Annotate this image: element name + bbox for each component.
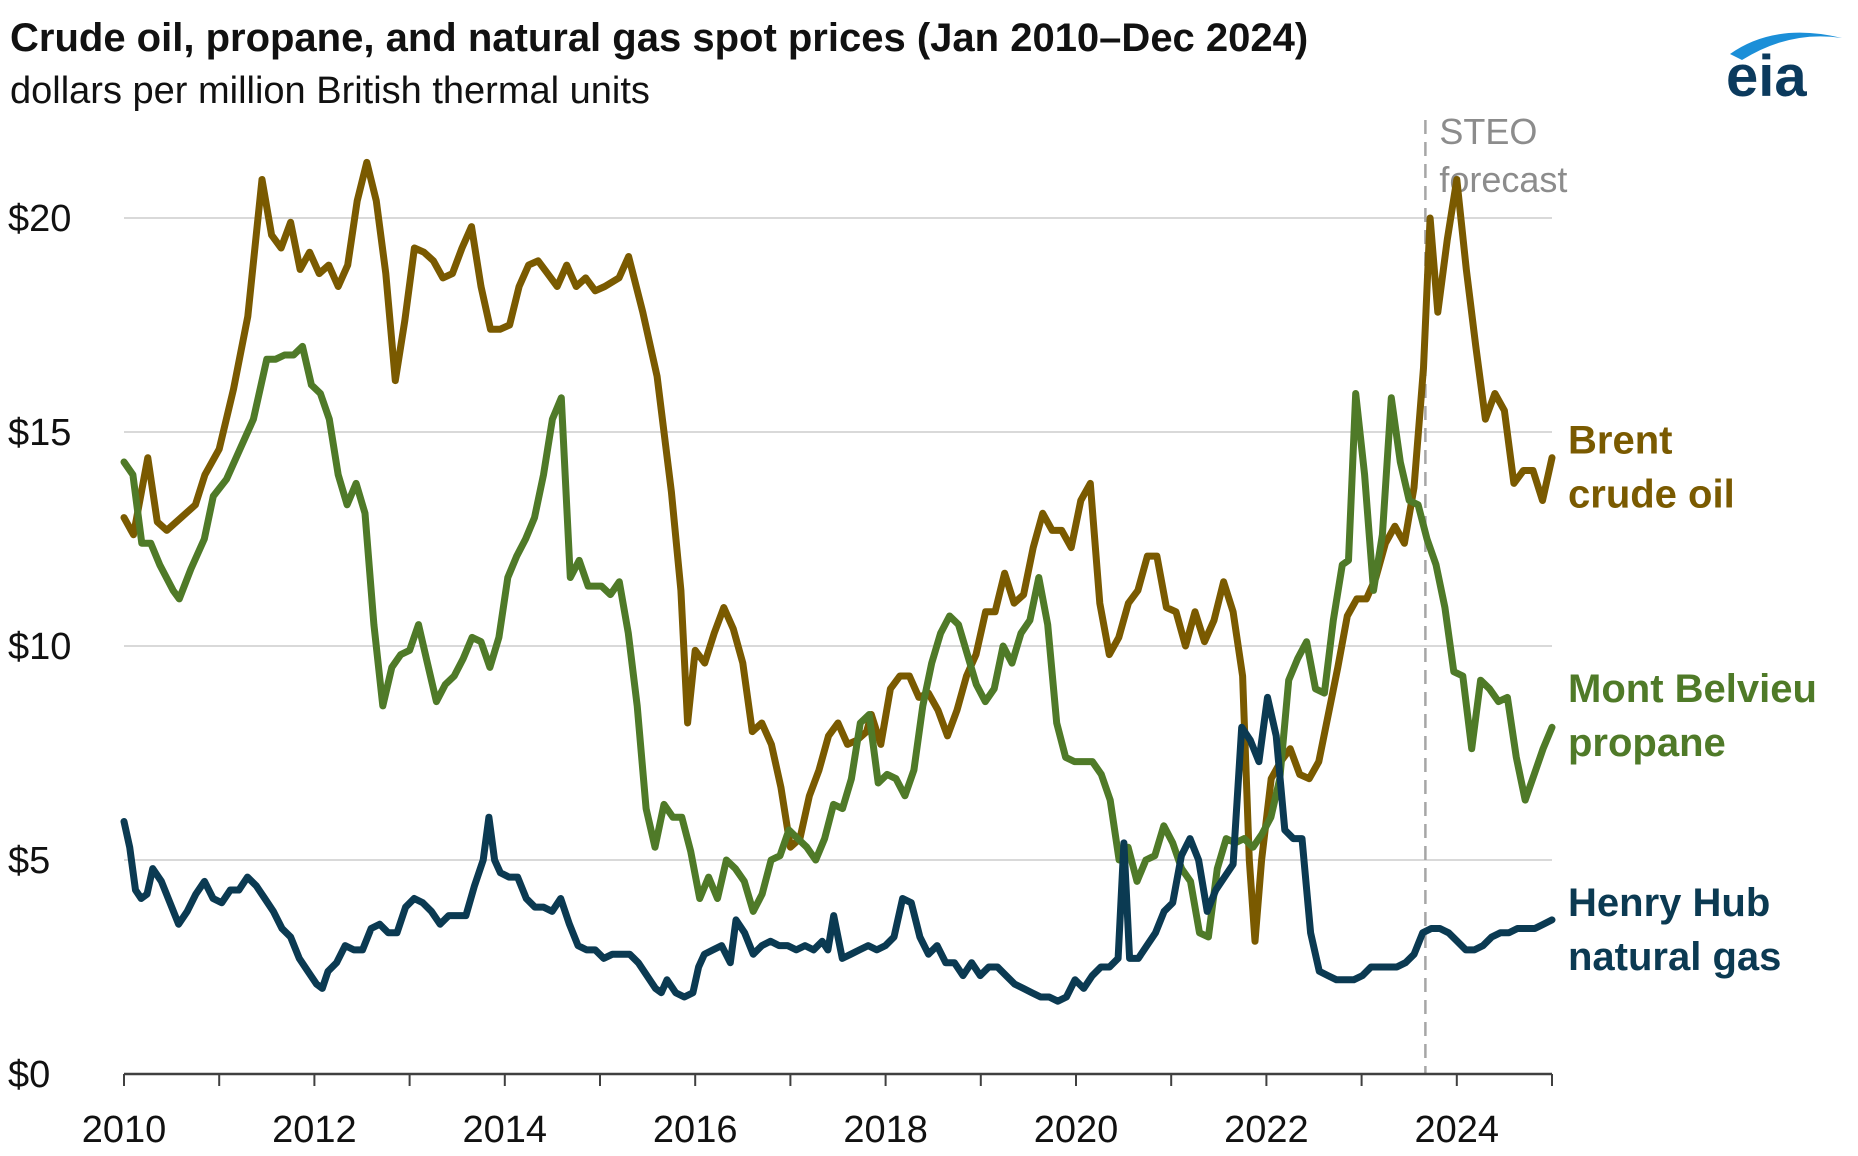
x-tick-label: 2014 bbox=[463, 1109, 548, 1151]
chart-title: Crude oil, propane, and natural gas spot… bbox=[10, 16, 1309, 60]
eia-logo-icon: eia bbox=[1726, 32, 1842, 109]
series-label-brent-line2: crude oil bbox=[1568, 473, 1735, 517]
series-line-henry bbox=[120, 693, 1556, 1005]
gridlines bbox=[124, 217, 1552, 861]
axes bbox=[123, 1072, 1553, 1086]
series-label-henry-line2: natural gas bbox=[1568, 935, 1781, 979]
x-tick-label: 2012 bbox=[272, 1109, 357, 1151]
series-label-propane-line1: Mont Belvieu bbox=[1568, 667, 1817, 711]
series-line-propane bbox=[120, 342, 1556, 941]
series-line-brent bbox=[120, 158, 1556, 945]
x-tick-labels: 2010 2012 2014 2016 2018 2020 2022 2024 bbox=[82, 1109, 1499, 1151]
forecast-label-line1: STEO bbox=[1439, 111, 1537, 152]
x-tick-label: 2020 bbox=[1034, 1109, 1119, 1151]
chart-subtitle: dollars per million British thermal unit… bbox=[10, 70, 650, 112]
y-tick-label: $10 bbox=[8, 626, 71, 668]
x-tick-label: 2022 bbox=[1224, 1109, 1309, 1151]
series-label-brent-line1: Brent bbox=[1568, 419, 1672, 463]
y-tick-label: $0 bbox=[8, 1054, 50, 1096]
logo-text: eia bbox=[1726, 44, 1807, 109]
y-tick-label: $5 bbox=[8, 840, 50, 882]
x-tick-label: 2010 bbox=[82, 1109, 167, 1151]
x-tick-label: 2024 bbox=[1415, 1109, 1500, 1151]
y-tick-labels: $0 $5 $10 $15 $20 bbox=[8, 198, 71, 1096]
y-tick-label: $20 bbox=[8, 198, 71, 240]
series-labels: Brent crude oil Mont Belvieu propane Henry H… bbox=[1568, 419, 1817, 979]
logo-swoosh bbox=[1730, 32, 1842, 60]
x-tick-label: 2016 bbox=[653, 1109, 738, 1151]
x-tick-label: 2018 bbox=[843, 1109, 928, 1151]
series-label-henry-line1: Henry Hub bbox=[1568, 881, 1770, 925]
series-label-propane-line2: propane bbox=[1568, 721, 1726, 765]
y-tick-label: $15 bbox=[8, 412, 71, 454]
series-lines bbox=[120, 158, 1556, 1005]
